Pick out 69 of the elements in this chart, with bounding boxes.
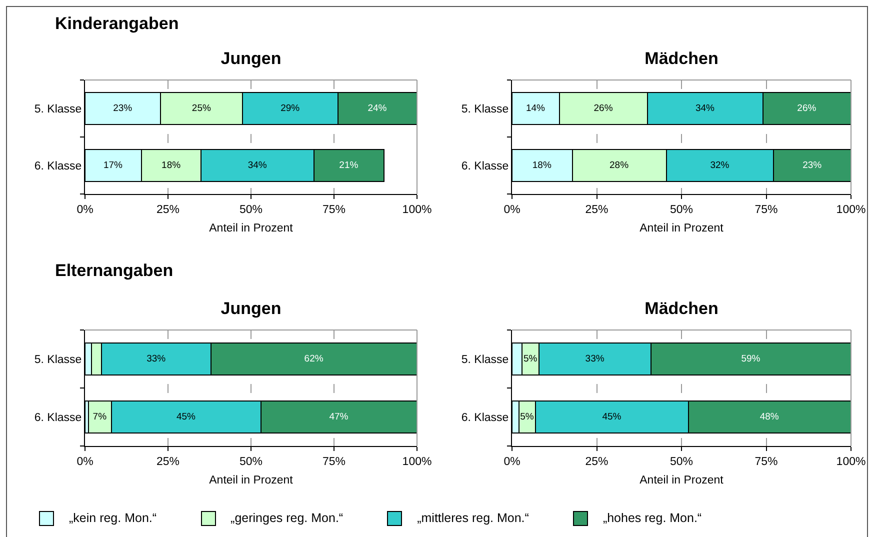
x-tick-label: 75%	[322, 204, 346, 216]
data-label: 5%	[520, 412, 534, 422]
x-tick-label: 100%	[836, 204, 866, 216]
chart-title: Mädchen	[644, 48, 718, 68]
data-label: 48%	[760, 412, 780, 422]
data-label: 17%	[103, 160, 124, 171]
data-label: 21%	[339, 160, 359, 171]
x-tick-label: 25%	[585, 204, 608, 216]
x-tick-label: 0%	[76, 456, 94, 468]
x-tick-label: 25%	[156, 204, 180, 216]
y-tick-label: 5. Klasse	[34, 104, 82, 116]
legend-label: „kein reg. Mon.“	[69, 511, 157, 525]
data-label: 59%	[741, 354, 761, 364]
data-label: 62%	[304, 354, 324, 364]
chart-title: Mädchen	[644, 298, 718, 318]
data-label: 45%	[602, 412, 622, 422]
x-axis-title: Anteil in Prozent	[640, 474, 724, 486]
legend-label: „hohes reg. Mon.“	[602, 511, 702, 525]
x-tick-label: 75%	[322, 456, 346, 468]
data-label: 45%	[176, 412, 196, 422]
data-label: 29%	[280, 103, 300, 114]
x-tick-label: 50%	[670, 456, 694, 468]
data-label: 18%	[532, 160, 552, 171]
data-label: 5%	[524, 354, 538, 364]
text: Kinderangaben	[55, 14, 179, 33]
x-tick-label: 50%	[239, 456, 263, 468]
x-tick-label: 75%	[754, 204, 778, 216]
chart-title: Jungen	[220, 298, 282, 318]
y-tick-label: 6. Klasse	[34, 412, 82, 424]
data-label: 28%	[610, 160, 630, 171]
data-label: 33%	[146, 354, 166, 364]
data-label: 32%	[710, 160, 730, 171]
data-label: 26%	[797, 103, 817, 114]
x-tick-label: 0%	[504, 204, 520, 216]
x-tick-label: 75%	[754, 456, 778, 468]
x-axis-title: Anteil in Prozent	[209, 474, 294, 486]
y-tick-label: 5. Klasse	[461, 354, 509, 366]
data-label: 34%	[248, 160, 268, 171]
y-tick-label: 6. Klasse	[34, 160, 82, 173]
data-label: 7%	[92, 412, 108, 422]
x-tick-label: 25%	[156, 456, 180, 468]
x-tick-label: 0%	[504, 456, 520, 468]
x-tick-label: 100%	[402, 456, 432, 468]
legend-label: „mittleres reg. Mon.“	[417, 511, 529, 525]
data-label: 47%	[329, 412, 349, 422]
data-label: 26%	[594, 103, 614, 114]
data-label: 25%	[192, 103, 212, 114]
y-tick-label: 6. Klasse	[461, 160, 509, 173]
data-label: 34%	[695, 103, 716, 114]
data-label: 23%	[113, 103, 133, 114]
data-label: 18%	[162, 160, 182, 171]
x-axis-title: Anteil in Prozent	[209, 222, 294, 234]
x-tick-label: 50%	[670, 204, 694, 216]
text: Elternangaben	[55, 261, 174, 280]
x-tick-label: 100%	[402, 204, 432, 216]
x-axis-title: Anteil in Prozent	[640, 222, 724, 234]
data-label: 24%	[368, 103, 388, 114]
data-label: 23%	[802, 160, 822, 171]
x-tick-label: 25%	[585, 456, 608, 468]
chart-title: Jungen	[220, 48, 282, 68]
x-tick-label: 50%	[239, 204, 263, 216]
y-tick-label: 5. Klasse	[461, 104, 509, 116]
x-tick-label: 0%	[76, 204, 94, 216]
y-tick-label: 5. Klasse	[34, 354, 82, 366]
legend-label: „geringes reg. Mon.“	[230, 511, 344, 525]
y-tick-label: 6. Klasse	[461, 412, 509, 424]
data-label: 33%	[585, 354, 605, 364]
x-tick-label: 100%	[836, 456, 866, 468]
data-label: 14%	[526, 103, 546, 114]
